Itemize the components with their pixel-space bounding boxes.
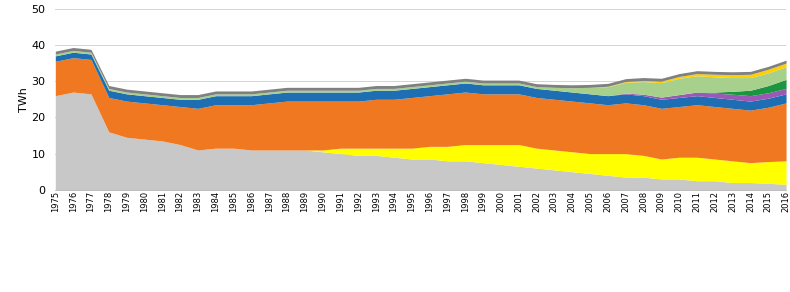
Y-axis label: TWh: TWh bbox=[19, 87, 28, 112]
